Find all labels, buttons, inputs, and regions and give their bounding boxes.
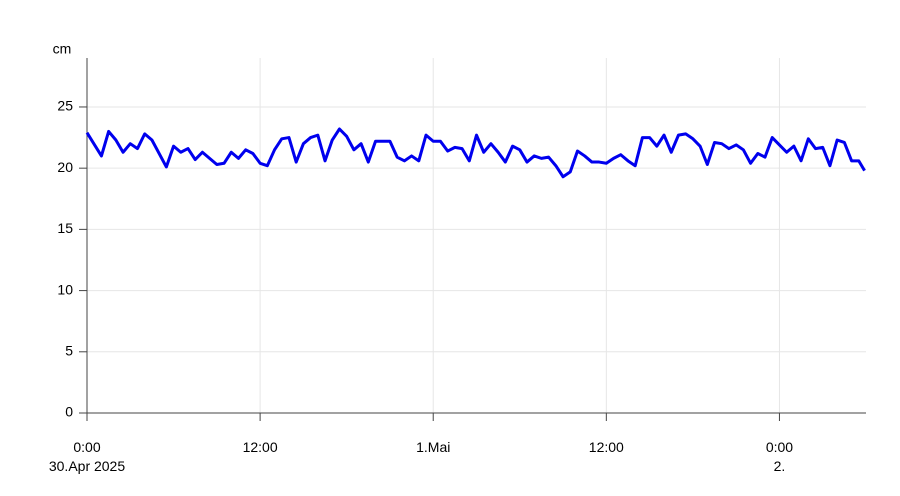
y-axis-label: cm [53, 41, 72, 57]
x-tick-label: 0:00 2. [765, 439, 794, 474]
x-tick-label: 12:00 [242, 439, 278, 455]
y-tick-label: 0 [65, 404, 73, 420]
x-tick-label: 12:00 [588, 439, 624, 455]
y-tick-label: 5 [65, 342, 73, 358]
data-line [85, 127, 866, 179]
y-tick-label: 20 [57, 159, 73, 175]
y-tick-label: 25 [57, 98, 73, 114]
y-tick-label: 10 [57, 281, 73, 297]
x-tick-label: 0:00 30.Apr 2025 [48, 439, 126, 474]
x-tick-label: 1.Mai [416, 439, 451, 455]
y-tick-label: 15 [57, 220, 73, 236]
